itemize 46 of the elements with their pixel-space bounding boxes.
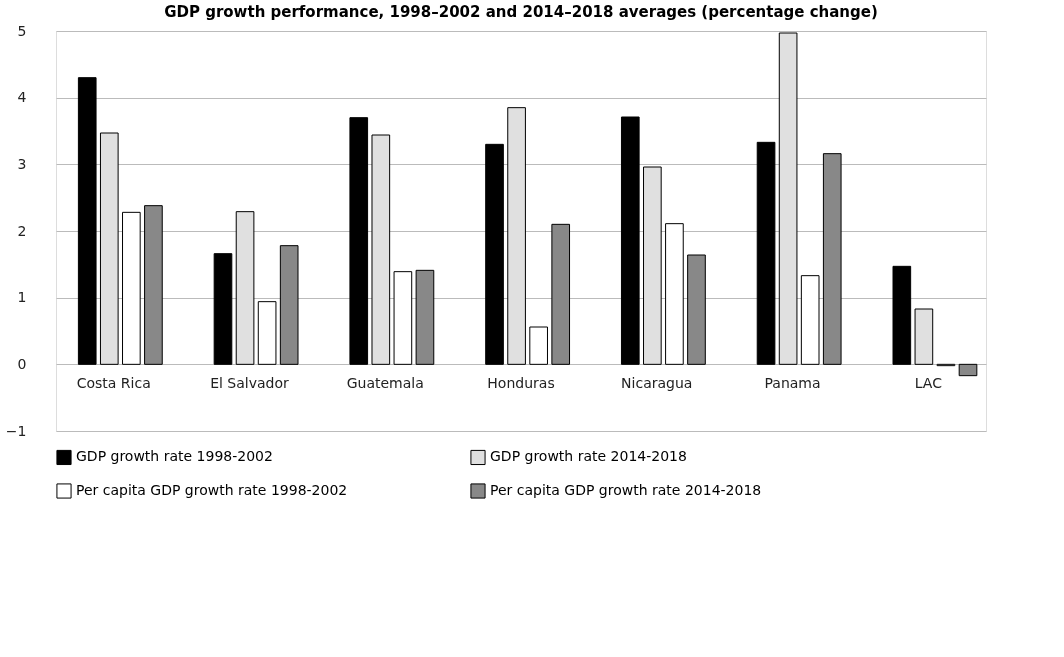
x-tick-label: LAC [914,374,943,391]
y-tick-label: 3 [17,155,27,172]
x-tick-label: Nicaragua [621,374,693,391]
bar [144,205,163,365]
x-tick-label: Panama [764,374,821,391]
bar [687,254,706,365]
bar [99,132,119,365]
bar [892,265,912,365]
y-tick-label: 2 [17,222,27,239]
bar [257,301,277,365]
bar [958,363,978,377]
bar [393,271,413,365]
bar [822,153,842,365]
bar [756,141,776,365]
bar [620,116,640,365]
y-tick-label: 5 [17,22,27,39]
bar [507,107,526,365]
bar [77,77,97,365]
bar [371,134,391,365]
legend-label: GDP growth rate 2014-2018 [490,448,687,465]
bar [235,211,255,365]
bar [485,143,504,365]
bar [529,326,548,365]
legend-label: Per capita GDP growth rate 2014-2018 [490,482,762,498]
y-tick-label: −1 [5,422,27,439]
y-tick-label: 1 [17,289,27,306]
bar [213,253,233,365]
bar [279,245,299,365]
bar [551,223,571,365]
bar [778,32,798,365]
legend-label: Per capita GDP growth rate 1998-2002 [76,482,348,498]
bar [415,269,435,365]
bar [665,223,684,365]
bar [914,308,934,365]
bar [122,211,141,365]
bar [800,275,820,365]
y-tick-label: 0 [17,355,27,372]
bar [643,166,662,365]
x-tick-label: Guatemala [346,374,424,391]
legend-label: GDP growth rate 1998-2002 [76,448,273,465]
x-tick-label: Honduras [487,374,555,391]
y-tick-label: 4 [17,89,27,106]
chart-title: GDP growth performance, 1998–2002 and 2014–2018 averages (percentage change) [164,3,878,21]
x-tick-label: El Salvador [210,374,290,391]
x-tick-label: Costa Rica [76,374,151,391]
bar [349,117,369,365]
